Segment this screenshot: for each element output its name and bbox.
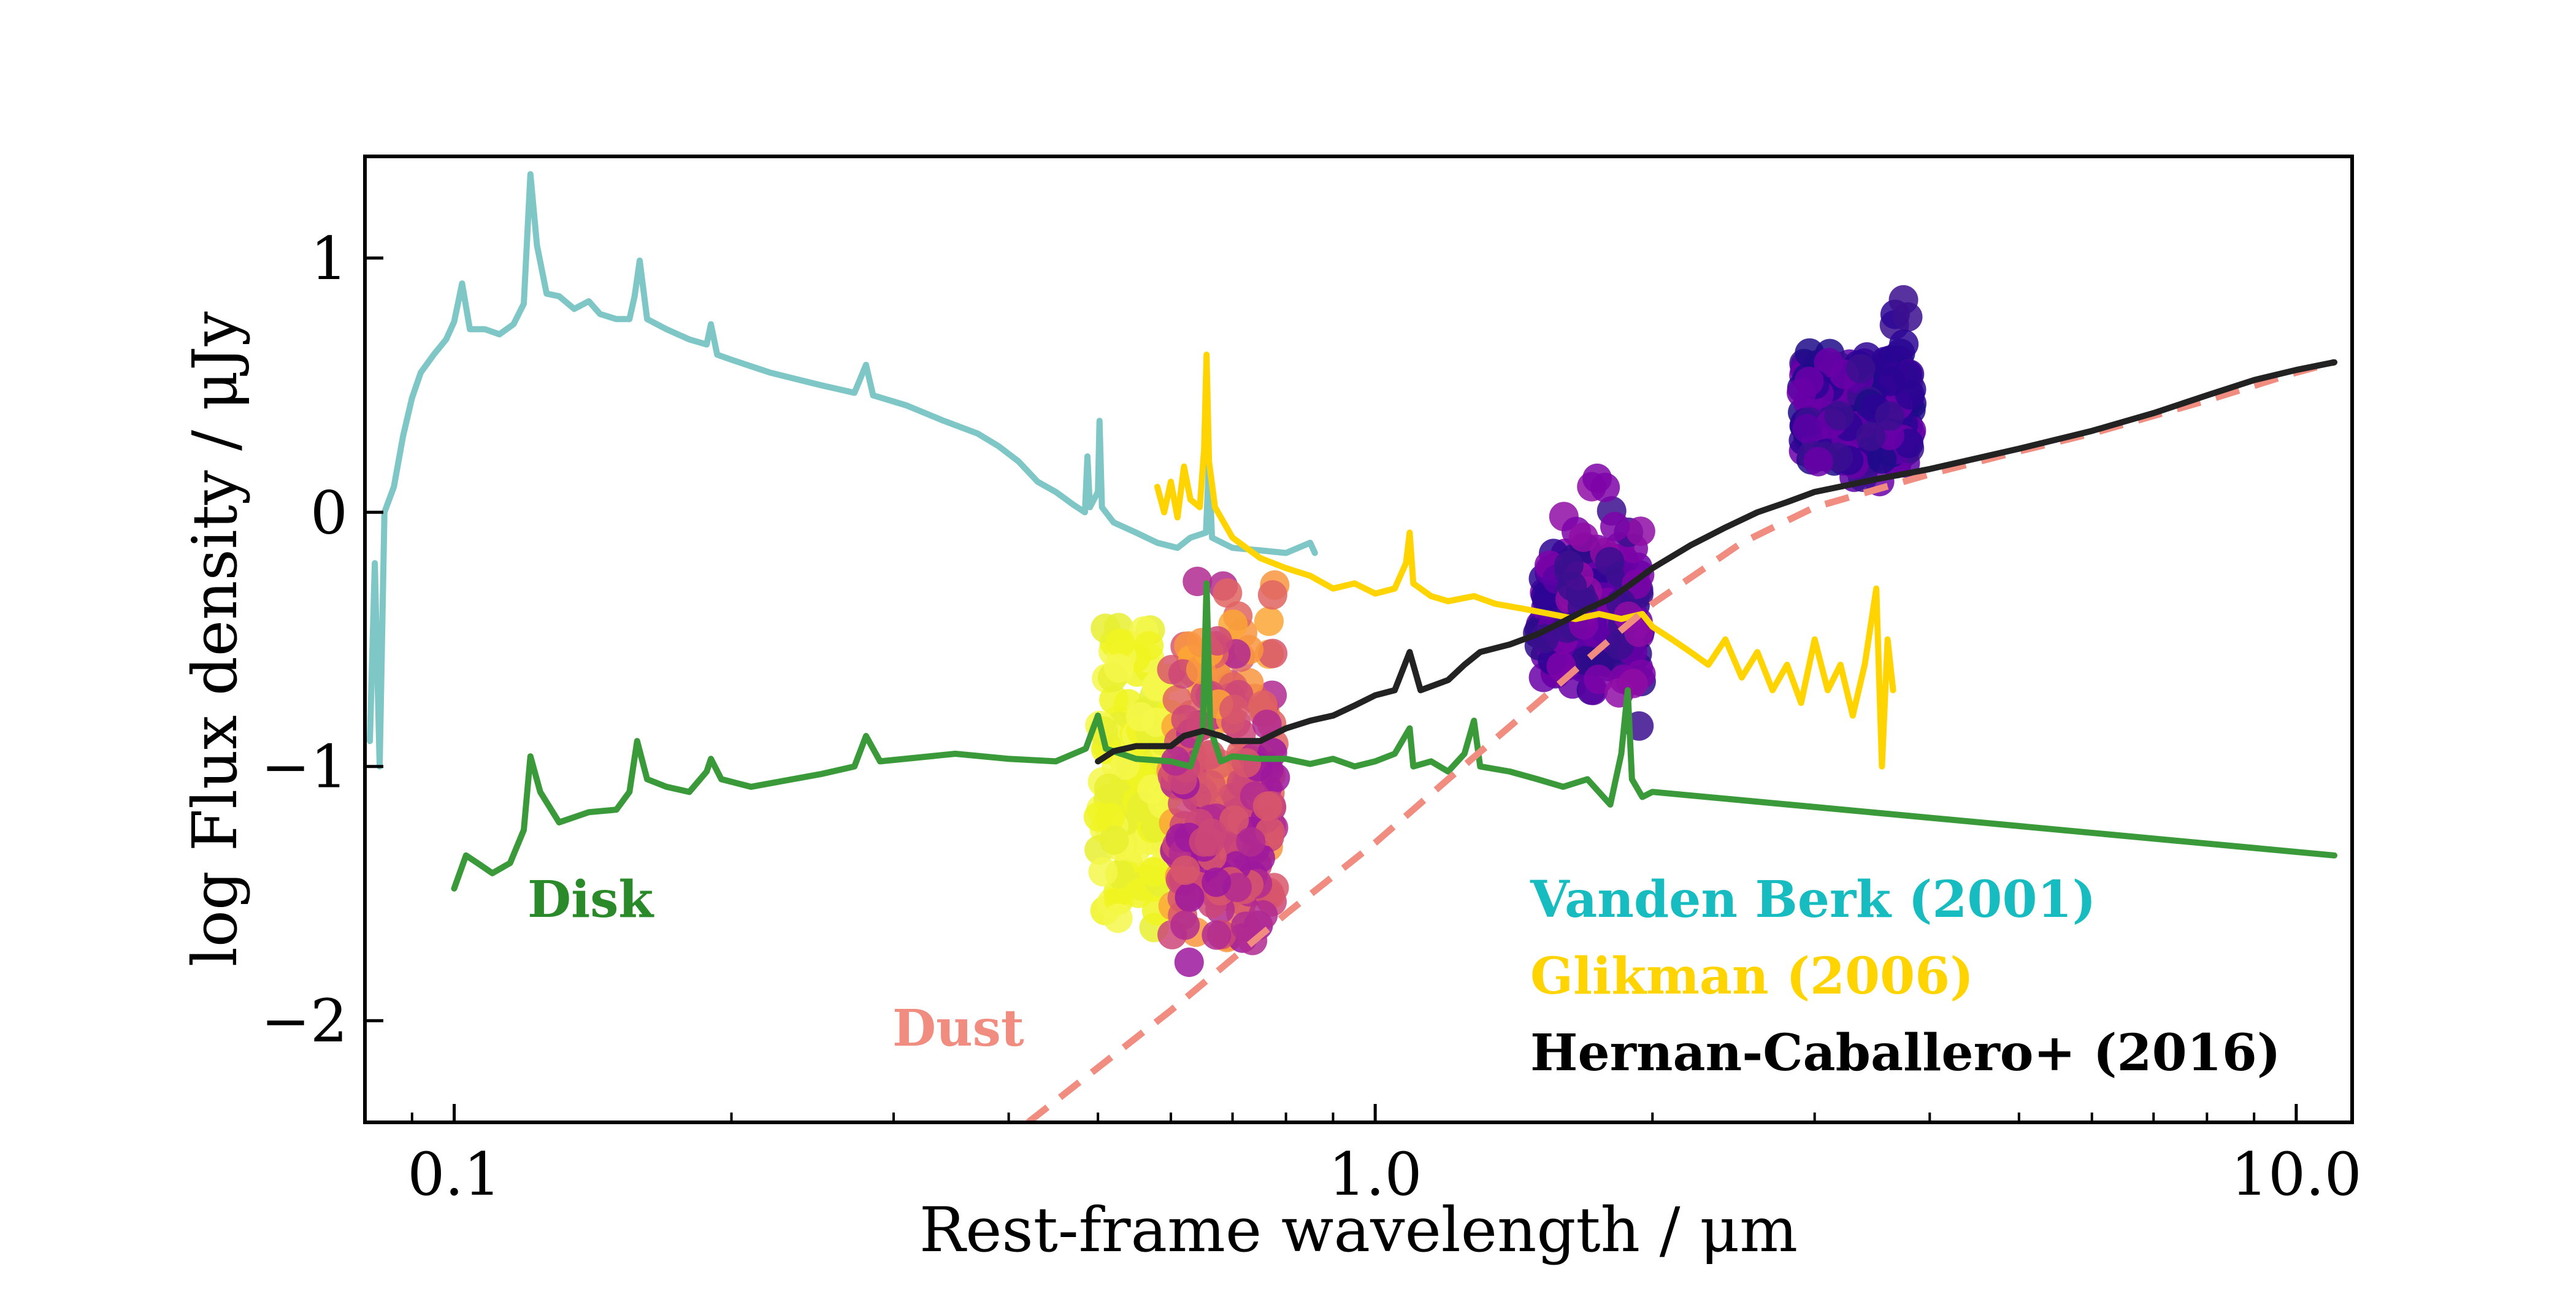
scatter-point	[1568, 523, 1598, 552]
scatter-point	[1889, 329, 1919, 359]
scatter-point	[1170, 856, 1200, 885]
scatter-point	[1895, 380, 1925, 410]
y-tick-label: −1	[261, 733, 348, 802]
scatter-point	[1803, 446, 1833, 477]
scatter-point	[1625, 516, 1655, 546]
scatter-point	[1792, 413, 1822, 443]
scatter-point	[1846, 354, 1876, 383]
scatter-point	[1867, 444, 1897, 474]
scatter-point	[1138, 857, 1168, 887]
plot-frame	[363, 155, 2354, 1124]
annotation-vanden-berk: Vanden Berk (2001)	[1530, 870, 2096, 929]
series-line-vanden-berk-2001	[367, 171, 1318, 770]
scatter-point	[1094, 773, 1124, 803]
scatter-point	[1618, 668, 1648, 699]
x-tick-label: 1.0	[1328, 1140, 1422, 1209]
scatter-point	[1814, 348, 1844, 378]
scatter-point	[1252, 791, 1282, 821]
scatter-point	[1856, 421, 1886, 451]
scatter-point	[1202, 920, 1232, 950]
scatter-point	[1600, 511, 1630, 542]
scatter-point	[1554, 550, 1584, 580]
scatter-point	[1260, 763, 1290, 793]
annotation-hernan-caballero: Hernan-Caballero+ (2016)	[1530, 1024, 2281, 1082]
scatter-point	[1875, 401, 1904, 431]
scatter-point	[1219, 694, 1249, 724]
scatter-point	[1248, 900, 1278, 930]
scatter-cluster	[1549, 463, 1655, 741]
scatter-point	[1202, 867, 1232, 897]
series-line-hernan-caballero-2016	[1095, 359, 2337, 765]
scatter-point	[1254, 607, 1284, 636]
scatter-point	[1083, 802, 1113, 832]
scatter-point	[1170, 910, 1200, 940]
scatter-point	[1134, 630, 1164, 661]
lines-layer	[367, 171, 2337, 1122]
annotation-glikman: Glikman (2006)	[1530, 947, 1974, 1006]
y-tick-label: −2	[261, 987, 348, 1055]
scatter-point	[1213, 578, 1243, 608]
scatter-point	[1870, 347, 1900, 377]
scatter-point	[1219, 805, 1249, 835]
ticks-layer: 0.1 1.0 10.0 1 0 −1 −2	[261, 224, 2361, 1209]
scatter-point	[1590, 472, 1620, 502]
scatter-point	[1236, 827, 1266, 857]
x-tick-label: 10.0	[2231, 1140, 2362, 1209]
scatter-point	[1099, 685, 1129, 715]
scatter-layer	[1083, 285, 1926, 977]
y-axis-title: log Flux density / μJy	[179, 311, 251, 967]
scatter-point	[1787, 378, 1817, 408]
scatter-cluster	[1879, 285, 1923, 359]
scatter-point	[1103, 903, 1133, 933]
series-line-dust	[1026, 359, 2336, 1122]
scatter-cluster	[1787, 338, 1926, 497]
scatter-point	[1103, 653, 1133, 683]
scatter-point	[1258, 638, 1288, 668]
scatter-point	[1824, 400, 1854, 431]
x-axis-title: Rest-frame wavelength / μm	[919, 1194, 1798, 1266]
scatter-point	[1088, 857, 1118, 887]
scatter-point	[1189, 827, 1219, 857]
scatter-point	[1099, 825, 1129, 855]
series-line-disk	[451, 580, 2337, 892]
scatter-point	[1232, 748, 1262, 778]
scatter-point	[1893, 302, 1923, 332]
annotation-dust: Dust	[892, 999, 1024, 1058]
scatter-point	[1174, 948, 1204, 977]
annotation-disk: Disk	[527, 870, 654, 929]
y-tick-label: 1	[310, 224, 348, 293]
scatter-point	[1125, 702, 1156, 732]
scatter-point	[1105, 628, 1135, 658]
scatter-point	[1257, 580, 1287, 610]
y-tick-label: 0	[310, 478, 348, 547]
scatter-point	[1595, 546, 1625, 577]
scatter-point	[1175, 883, 1205, 913]
scatter-point	[1171, 705, 1201, 735]
series-line-glikman-2006	[1154, 351, 1896, 770]
x-tick-label: 0.1	[407, 1140, 501, 1209]
